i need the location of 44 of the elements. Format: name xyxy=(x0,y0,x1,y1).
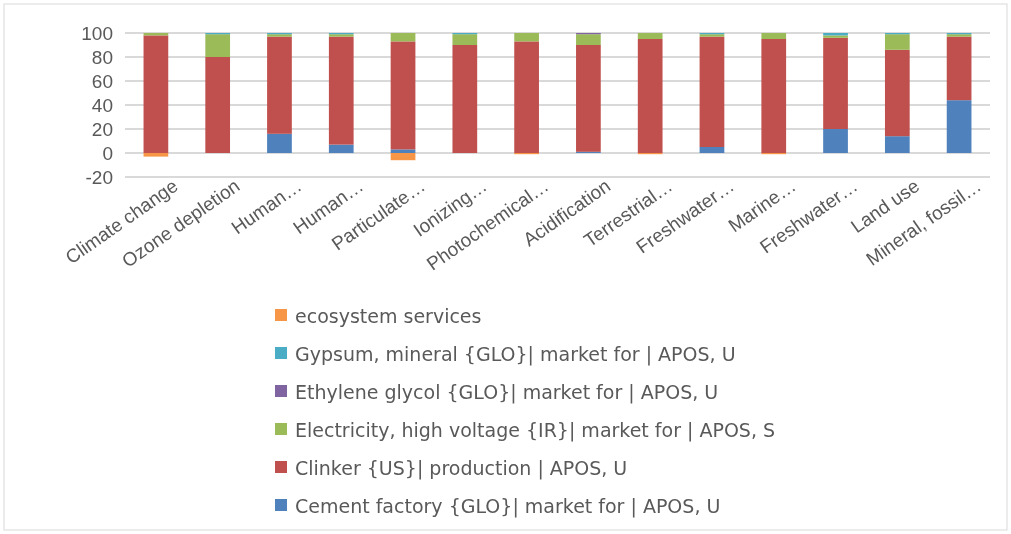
bar xyxy=(514,41,539,153)
bar xyxy=(761,39,787,153)
bar xyxy=(761,33,787,39)
bar xyxy=(946,100,972,153)
bar xyxy=(637,39,663,153)
y-tick-label: -20 xyxy=(85,166,113,188)
bar xyxy=(143,35,169,153)
bar xyxy=(576,45,601,152)
bar xyxy=(328,36,354,145)
legend-label: Cement factory {GLO}| market for | APOS, U xyxy=(295,494,721,518)
bar xyxy=(452,45,478,153)
bar xyxy=(328,144,354,153)
bar xyxy=(576,34,601,45)
bar xyxy=(823,37,848,129)
bar xyxy=(205,57,231,153)
legend-label: Gypsum, mineral {GLO}| market for | APOS, U xyxy=(295,342,736,366)
bar xyxy=(946,36,972,101)
y-tick-label: 100 xyxy=(81,22,113,44)
bar xyxy=(390,41,416,150)
bar xyxy=(452,34,478,45)
bar xyxy=(267,133,292,153)
bar xyxy=(390,33,416,42)
bar xyxy=(699,36,725,147)
bar xyxy=(514,33,539,42)
bar xyxy=(205,34,231,57)
legend-label: Clinker {US}| production | APOS, U xyxy=(295,456,628,480)
bar xyxy=(884,49,910,137)
bar xyxy=(884,136,910,153)
bar xyxy=(699,147,725,153)
bar xyxy=(267,36,292,134)
y-tick-label: 40 xyxy=(91,94,113,116)
bar xyxy=(390,153,416,161)
y-tick-label: 0 xyxy=(102,142,113,164)
legend-label: Ethylene glycol {GLO}| market for | APOS, U xyxy=(295,380,719,404)
legend-label: ecosystem services xyxy=(295,304,482,327)
y-tick-label: 20 xyxy=(91,118,113,140)
y-tick-label: 60 xyxy=(91,70,113,92)
legend-label: Electricity, high voltage {IR}| market for | APOS, S xyxy=(295,418,776,442)
bar xyxy=(390,149,416,153)
bar xyxy=(823,129,848,153)
bar xyxy=(143,153,169,157)
y-tick-label: 80 xyxy=(91,46,113,68)
bar xyxy=(884,34,910,50)
bar xyxy=(637,33,663,39)
